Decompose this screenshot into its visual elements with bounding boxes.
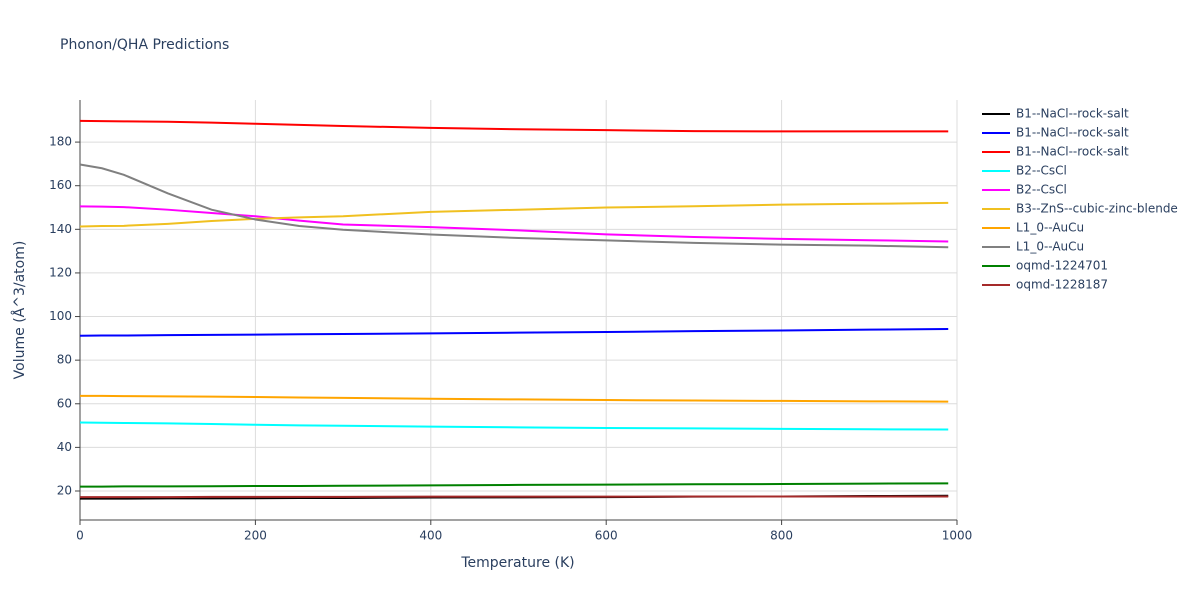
x-tick-label: 0 — [76, 529, 84, 543]
series-line — [80, 394, 949, 403]
y-tick-label: 180 — [49, 135, 72, 149]
x-tick-label: 200 — [244, 529, 267, 543]
legend-label: B2--CsCl — [1016, 164, 1067, 178]
y-tick-label: 140 — [49, 222, 72, 236]
chart-title: Phonon/QHA Predictions — [60, 37, 229, 53]
legend-label: B3--ZnS--cubic-zinc-blende — [1016, 202, 1178, 216]
legend-label: oqmd-1224701 — [1016, 259, 1108, 273]
series-line — [79, 327, 949, 337]
y-tick-label: 80 — [57, 353, 72, 367]
series-line — [79, 421, 949, 431]
legend-label: oqmd-1228187 — [1016, 278, 1108, 292]
legend-label: B2--CsCl — [1016, 183, 1067, 197]
legend-label: B1--NaCl--rock-salt — [1016, 107, 1129, 121]
y-tick-label: 20 — [57, 483, 72, 497]
y-tick-label: 40 — [57, 440, 72, 454]
series-line — [79, 201, 949, 228]
y-tick-label: 100 — [49, 309, 72, 323]
legend-label: B1--NaCl--rock-salt — [1016, 145, 1129, 159]
y-tick-label: 160 — [49, 178, 72, 192]
legend-label: L1_0--AuCu — [1016, 221, 1084, 235]
x-axis-label: Temperature (K) — [460, 555, 574, 571]
x-tick-label: 600 — [595, 529, 618, 543]
y-tick-label: 120 — [49, 265, 72, 279]
y-axis-label: Volume (Å^3/atom) — [11, 241, 28, 380]
series-line — [80, 495, 949, 499]
legend-label: B1--NaCl--rock-salt — [1016, 126, 1129, 140]
legend-label: L1_0--AuCu — [1016, 240, 1084, 254]
series-line — [79, 205, 949, 243]
x-tick-label: 800 — [770, 529, 793, 543]
x-tick-label: 400 — [419, 529, 442, 543]
x-tick-label: 1000 — [942, 529, 973, 543]
y-tick-label: 60 — [57, 396, 72, 410]
series-line — [80, 482, 949, 488]
series-line — [79, 119, 949, 133]
series-line — [79, 163, 949, 249]
